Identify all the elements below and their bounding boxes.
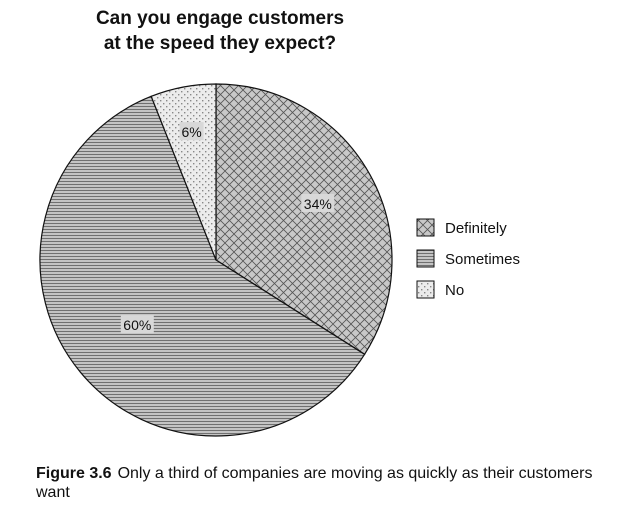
- figure-caption-label: Figure 3.6: [36, 465, 112, 482]
- data-label-no: 6%: [181, 124, 201, 140]
- legend-swatch-definitely: [416, 218, 435, 237]
- data-label-bg-definitely: [301, 194, 335, 212]
- figure-caption-text: Only a third of companies are moving as …: [36, 465, 593, 501]
- chart-title-line-1: Can you engage customers: [95, 8, 345, 29]
- chart-title-line-2: at the speed they expect?: [103, 33, 337, 54]
- data-label-sometimes: 60%: [123, 317, 151, 333]
- figure-caption: Figure 3.6 Only a third of companies are …: [36, 464, 606, 502]
- data-label-bg-no: [179, 122, 204, 141]
- legend-swatch-no: [416, 280, 435, 299]
- pie-data-labels: 34% 60% 6%: [120, 122, 335, 334]
- legend-label-no: No: [445, 282, 464, 299]
- pie-slice-sometimes: [39, 95, 366, 437]
- pie-slice-definitely: [215, 83, 393, 356]
- legend-label-sometimes: Sometimes: [445, 251, 520, 268]
- legend-label-definitely: Definitely: [445, 220, 507, 237]
- chart-title: Can you engage customers at the speed th…: [0, 6, 440, 56]
- data-label-definitely: 34%: [304, 196, 332, 212]
- legend: Definitely Sometimes No: [416, 218, 520, 299]
- legend-swatch-sometimes: [416, 249, 435, 268]
- data-label-bg-sometimes: [120, 315, 154, 334]
- pie-slices: [39, 83, 393, 437]
- pie-chart: 34% 60% 6% Definitely Sometimes No: [39, 83, 520, 437]
